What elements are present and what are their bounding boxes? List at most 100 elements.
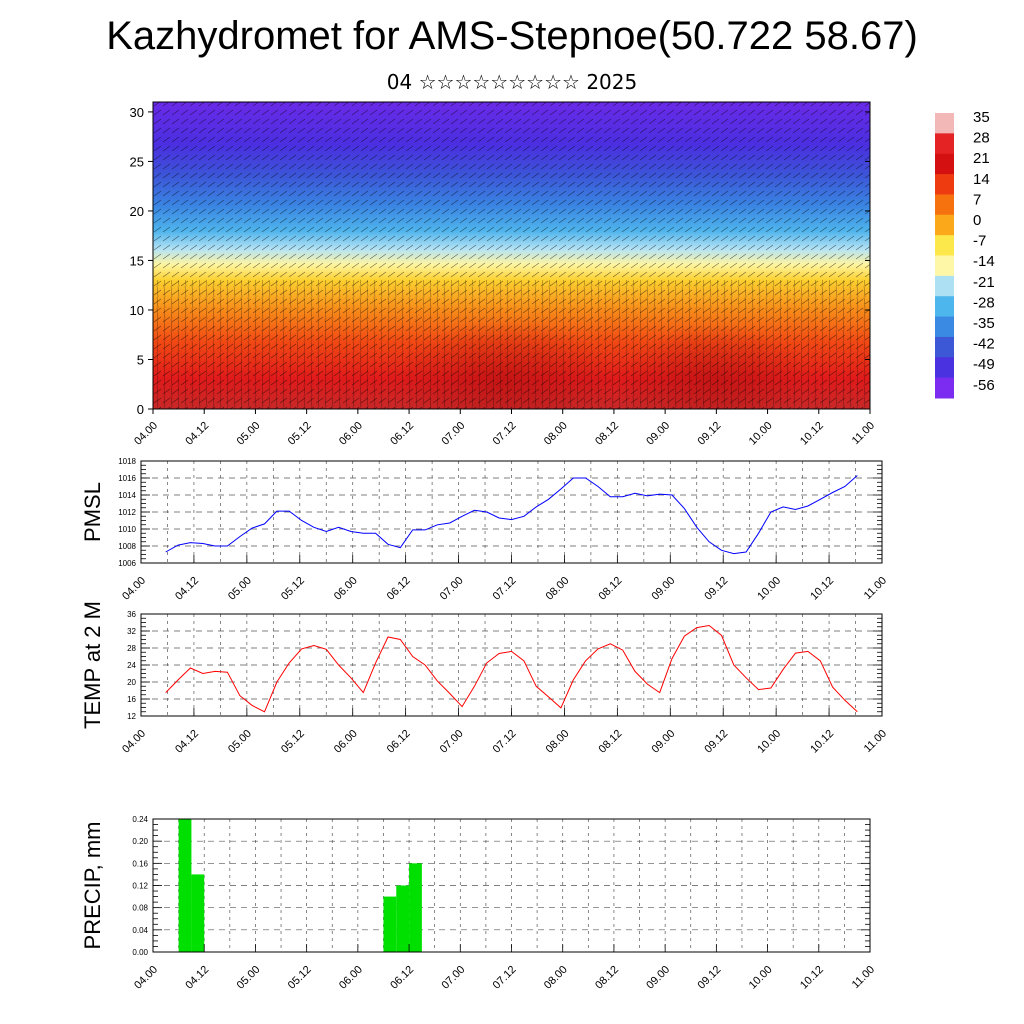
y-tick-label: 5 xyxy=(137,352,144,367)
x-tick-label: 08.12 xyxy=(597,728,625,756)
x-tick-label: 08.12 xyxy=(593,420,621,448)
x-tick-label: 05.12 xyxy=(279,575,307,603)
x-tick-label: 04.12 xyxy=(183,964,211,992)
y-tick-label: 0 xyxy=(137,402,144,417)
x-tick-label: 07.12 xyxy=(491,420,519,448)
colorbar-label: 7 xyxy=(973,191,981,208)
x-tick-label: 04.00 xyxy=(132,964,160,992)
x-tick-label: 09.00 xyxy=(644,420,672,448)
colorbar-swatch xyxy=(935,154,954,175)
colorbar-swatch xyxy=(935,194,954,215)
x-tick-label: 11.00 xyxy=(862,728,889,755)
colorbar-swatch xyxy=(935,357,954,378)
x-tick-label: 07.12 xyxy=(491,728,519,756)
y-tick-label: 0.08 xyxy=(132,904,148,913)
x-tick-label: 09.00 xyxy=(649,728,677,756)
colorbar-swatch xyxy=(935,133,954,154)
y-tick-label: 12 xyxy=(127,712,136,721)
y-tick-label: 0.12 xyxy=(132,882,148,891)
colorbar-label: -56 xyxy=(973,377,995,394)
x-tick-label: 06.12 xyxy=(385,728,413,756)
y-tick-label: 10 xyxy=(130,303,144,318)
y-tick-label: 16 xyxy=(127,695,136,704)
x-tick-label: 10.12 xyxy=(798,420,826,448)
colorbar-label: -7 xyxy=(973,233,986,250)
y-tick-label: 24 xyxy=(127,661,136,670)
colorbar: 3528211470-7-14-21-28-35-42-49-56 xyxy=(935,109,995,399)
x-tick-label: 07.00 xyxy=(439,420,467,448)
colorbar-swatch xyxy=(935,276,954,297)
x-tick-label: 09.12 xyxy=(696,420,724,448)
x-tick-label: 07.00 xyxy=(438,728,466,756)
series-line xyxy=(166,476,858,554)
x-tick-label: 07.00 xyxy=(438,575,466,603)
x-tick-label: 09.00 xyxy=(649,575,677,603)
precip-bar xyxy=(409,863,422,952)
x-tick-label: 06.12 xyxy=(385,575,413,603)
x-tick-label: 11.00 xyxy=(862,575,889,602)
x-tick-label: 10.00 xyxy=(755,728,783,756)
y-tick-label: 1012 xyxy=(118,508,136,517)
x-tick-label: 04.00 xyxy=(132,420,160,448)
x-tick-label: 05.00 xyxy=(235,420,263,448)
y-tick-label: 0.16 xyxy=(132,859,148,868)
heatmap-x-axis: 04.00 04.12 05.00 05.12 06.00 06.12 07.00 07.12… xyxy=(132,409,877,448)
y-tick-label: 1016 xyxy=(118,474,136,483)
colorbar-swatch xyxy=(935,174,954,195)
y-tick-label: 32 xyxy=(127,627,136,636)
x-tick-label: 08.12 xyxy=(597,575,625,603)
x-tick-label: 05.00 xyxy=(226,575,254,603)
y-tick-label: 1006 xyxy=(118,559,136,568)
x-tick-label: 06.00 xyxy=(332,728,360,756)
colorbar-swatch xyxy=(935,296,954,317)
y-tick-label: 0.00 xyxy=(132,948,148,957)
x-tick-label: 10.12 xyxy=(808,575,836,603)
x-tick-label: 08.00 xyxy=(542,420,570,448)
x-tick-label: 06.12 xyxy=(388,964,416,992)
colorbar-label: 14 xyxy=(973,171,990,188)
x-tick-label: 05.00 xyxy=(226,728,254,756)
precip-bar xyxy=(179,819,192,952)
y-tick-label: 0.20 xyxy=(132,837,148,846)
x-tick-label: 08.00 xyxy=(544,728,572,756)
x-tick-label: 06.00 xyxy=(332,575,360,603)
colorbar-swatch xyxy=(935,235,954,256)
x-tick-label: 07.12 xyxy=(491,575,519,603)
x-tick-label: 09.12 xyxy=(696,964,724,992)
y-tick-label: 20 xyxy=(130,204,144,219)
x-tick-label: 04.00 xyxy=(120,575,148,603)
y-tick-label: 28 xyxy=(127,644,136,653)
precip-bar xyxy=(383,897,396,952)
x-tick-label: 05.12 xyxy=(286,420,314,448)
x-tick-label: 05.12 xyxy=(279,728,307,756)
y-tick-label: 1014 xyxy=(118,491,136,500)
x-tick-label: 09.00 xyxy=(644,964,672,992)
y-axis-label: TEMP at 2 M xyxy=(80,601,105,729)
x-tick-label: 06.00 xyxy=(337,420,365,448)
x-tick-label: 09.12 xyxy=(702,575,730,603)
x-tick-label: 08.00 xyxy=(542,964,570,992)
precip-bar xyxy=(396,886,409,953)
y-tick-label: 15 xyxy=(130,253,144,268)
y-tick-label: 0.04 xyxy=(132,926,148,935)
pmsl-panel: 100610081010101210141016101804.00 04.12 05… xyxy=(80,457,889,603)
x-tick-label: 06.00 xyxy=(337,964,365,992)
colorbar-label: 35 xyxy=(973,109,990,126)
colorbar-label: -28 xyxy=(973,294,995,311)
y-axis-label: PRECIP, mm xyxy=(80,822,105,950)
x-tick-label: 07.12 xyxy=(491,964,519,992)
colorbar-label: 28 xyxy=(973,130,990,147)
x-tick-label: 10.12 xyxy=(808,728,836,756)
x-tick-label: 08.12 xyxy=(593,964,621,992)
precip-bar xyxy=(191,874,204,952)
y-tick-label: 0.24 xyxy=(132,815,148,824)
y-tick-label: 1018 xyxy=(118,457,136,466)
x-tick-label: 11.00 xyxy=(850,964,877,991)
x-tick-label: 10.00 xyxy=(747,420,775,448)
x-tick-label: 04.12 xyxy=(183,420,211,448)
colorbar-swatch xyxy=(935,113,954,134)
y-tick-label: 20 xyxy=(127,678,136,687)
x-tick-label: 07.00 xyxy=(439,964,467,992)
colorbar-swatch xyxy=(935,337,954,358)
colorbar-swatch xyxy=(935,378,954,399)
